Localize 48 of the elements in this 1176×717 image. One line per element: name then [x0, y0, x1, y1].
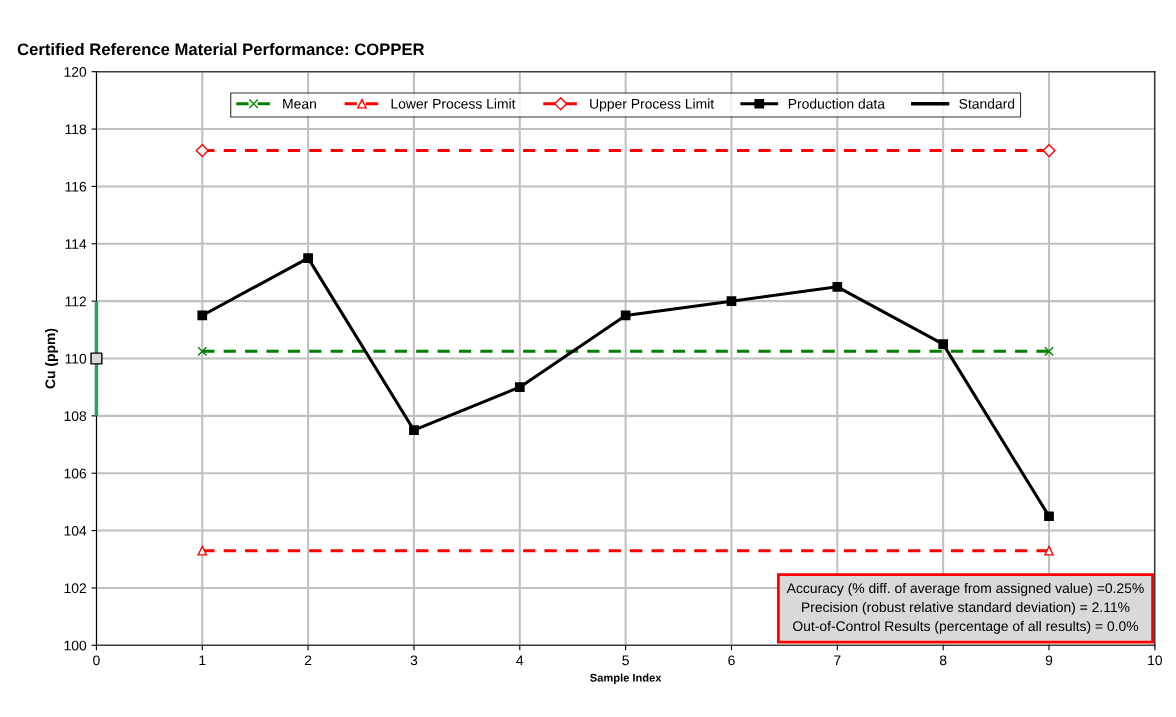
point	[90, 352, 103, 365]
y-tick-label: 108	[64, 411, 87, 422]
point	[195, 143, 209, 158]
y-tick-label: 104	[64, 525, 87, 536]
x-tick-label: 8	[939, 655, 947, 666]
y-axis-title: Cu (ppm)	[45, 328, 58, 389]
y-tick-label: 110	[65, 353, 87, 364]
x-tick-label: 0	[93, 655, 100, 666]
x-tick-label: 6	[728, 655, 735, 666]
x-tick-label: 9	[1045, 655, 1053, 666]
x-tick-label: 4	[516, 655, 524, 666]
y-tick-label: 100	[64, 640, 87, 651]
point	[726, 296, 737, 307]
y-tick-label: 116	[65, 181, 87, 192]
point	[1042, 143, 1056, 158]
point	[832, 281, 843, 292]
point	[409, 425, 419, 436]
x-tick-label: 2	[304, 655, 312, 666]
y-tick-label: 120	[64, 67, 87, 77]
x-tick-label: 1	[199, 655, 206, 666]
x-tick-label: 7	[834, 655, 841, 666]
x-tick-label: 5	[622, 655, 629, 666]
point	[514, 382, 525, 393]
annotation: Out-of-Control Results (percentage of all results) = 0.0%	[793, 620, 1139, 634]
x-tick-label: 3	[410, 655, 418, 666]
y-tick-label: 118	[65, 124, 87, 135]
legend-label: Production data	[788, 98, 886, 109]
y-tick-label: 114	[65, 239, 87, 249]
point	[197, 545, 208, 556]
point	[197, 310, 208, 321]
point	[938, 339, 949, 350]
point	[1044, 545, 1054, 556]
y-tick-label: 102	[64, 583, 87, 594]
legend-label: Upper Process Limit	[590, 98, 715, 112]
point	[1044, 346, 1054, 357]
chart-title: Certified Reference Material Performance: COPPER	[17, 42, 425, 56]
point	[1044, 511, 1054, 522]
point	[197, 346, 208, 357]
annotation: Accuracy (% diff. of average from assigned value) =0.25%	[786, 582, 1144, 596]
y-tick-label: 112	[65, 296, 87, 307]
x-tick-label: 10	[1148, 655, 1163, 666]
x-axis-title: Sample Index	[590, 673, 662, 684]
point	[303, 253, 313, 263]
annotation: Precision (robust relative standard deviation) = 2.11%	[802, 601, 1130, 615]
legend-label: Lower Process Limit	[391, 98, 516, 109]
legend-label: Mean	[283, 99, 316, 109]
y-tick-label: 106	[64, 468, 87, 479]
legend-label: Standard	[959, 98, 1015, 109]
